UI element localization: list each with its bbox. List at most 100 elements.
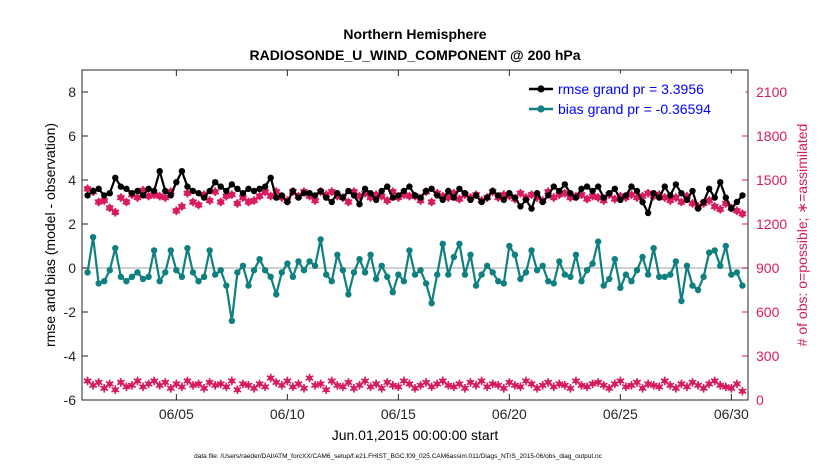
assimilated-star [544, 378, 553, 387]
bias-point [278, 269, 285, 276]
bias-point [545, 278, 552, 285]
bias-point [250, 267, 258, 274]
bias-point [139, 275, 147, 283]
rmse-point [356, 201, 363, 208]
assimilated-star [327, 376, 336, 386]
rmse-point [145, 185, 152, 192]
bias-point [223, 282, 230, 289]
bias-point [489, 269, 496, 276]
possible-star [122, 197, 131, 207]
bias-point [150, 247, 158, 254]
rmse-point [323, 194, 330, 201]
assimilated-star [555, 379, 564, 389]
assimilated-star [266, 373, 275, 383]
y-axis-left-label: rmse and bias (model - observation) [42, 123, 58, 347]
rmse-point [661, 183, 668, 190]
assimilated-star [638, 383, 647, 393]
assimilated-star [211, 381, 220, 390]
assimilated-star [477, 376, 486, 386]
rmse-point [511, 194, 519, 201]
rmse-point [694, 205, 702, 212]
assimilated-star [100, 383, 109, 393]
bias-point [284, 260, 291, 267]
rmse-point [367, 190, 374, 197]
rmse-point [578, 185, 585, 192]
bias-point [533, 267, 541, 274]
rmse-point [572, 194, 580, 201]
bias-point [661, 273, 668, 280]
possible-star [716, 205, 725, 214]
rmse-point [239, 190, 247, 197]
rmse-point [533, 190, 541, 197]
series-layer [83, 168, 747, 396]
bias-point [683, 262, 691, 269]
bias-point [189, 269, 197, 276]
assimilated-star [177, 382, 187, 392]
rmse-point [617, 196, 624, 203]
bias-point [328, 278, 335, 285]
bias-point [178, 273, 186, 280]
rmse-point [650, 190, 657, 197]
bias-point [350, 269, 358, 276]
rmse-point [384, 183, 391, 190]
assimilated-star [388, 381, 397, 390]
bias-point [334, 251, 341, 258]
possible-star [516, 188, 525, 198]
rmse-point [117, 183, 125, 190]
bias-point [678, 297, 685, 305]
bias-point [572, 251, 580, 258]
bias-point [212, 271, 219, 278]
assimilated-star [621, 382, 631, 392]
bias-point [384, 273, 391, 280]
assimilated-star [710, 376, 719, 386]
rmse-point [589, 187, 596, 195]
rmse-point [184, 183, 191, 190]
rmse-point [206, 187, 213, 195]
rmse-point [112, 174, 119, 181]
rmse-point [461, 190, 469, 197]
possible-star [255, 191, 264, 201]
rmse-point [506, 190, 513, 197]
rmse-point [162, 187, 169, 195]
rmse-point [89, 187, 97, 195]
bias-point [567, 273, 574, 280]
possible-star [249, 196, 259, 205]
assimilated-star [105, 379, 114, 389]
rmse-point [267, 174, 274, 181]
possible-star [738, 209, 747, 219]
bias-point [628, 278, 635, 285]
bias-point [622, 271, 630, 278]
assimilated-star [566, 383, 575, 393]
rmse-point [733, 198, 741, 206]
bias-point [167, 247, 174, 254]
rmse-point [278, 192, 285, 199]
assimilated-star [577, 381, 586, 390]
bias-point [539, 262, 546, 269]
rmse-point [417, 194, 424, 201]
rmse-point [467, 196, 474, 203]
rmse-point [522, 196, 530, 203]
x-tick-label: 06/05 [159, 406, 194, 422]
bias-point [395, 271, 402, 278]
bias-point [461, 271, 469, 278]
assimilated-star [471, 381, 481, 390]
rmse-point [345, 187, 352, 195]
y-axis-right-label: # of obs: o=possible; ∗=assimilated [794, 124, 810, 347]
bias-point [739, 282, 746, 289]
y-tick-right-label: 900 [756, 260, 780, 276]
rmse-point [439, 196, 446, 203]
x-tick-label: 06/15 [381, 406, 416, 422]
y-axis-left: -6 -4 -2 0 2 4 6 8 [64, 84, 88, 408]
assimilated-star [721, 382, 730, 392]
assimilated-star [727, 383, 736, 393]
rmse-point [378, 187, 385, 195]
rmse-point [361, 185, 369, 192]
bias-point [311, 262, 319, 269]
assimilated-star [249, 383, 259, 393]
assimilated-star [161, 378, 170, 387]
bias-point [556, 258, 563, 265]
rmse-point [539, 198, 546, 206]
rmse-point [101, 192, 108, 199]
rmse-point [656, 194, 663, 201]
bias-point [578, 278, 585, 285]
